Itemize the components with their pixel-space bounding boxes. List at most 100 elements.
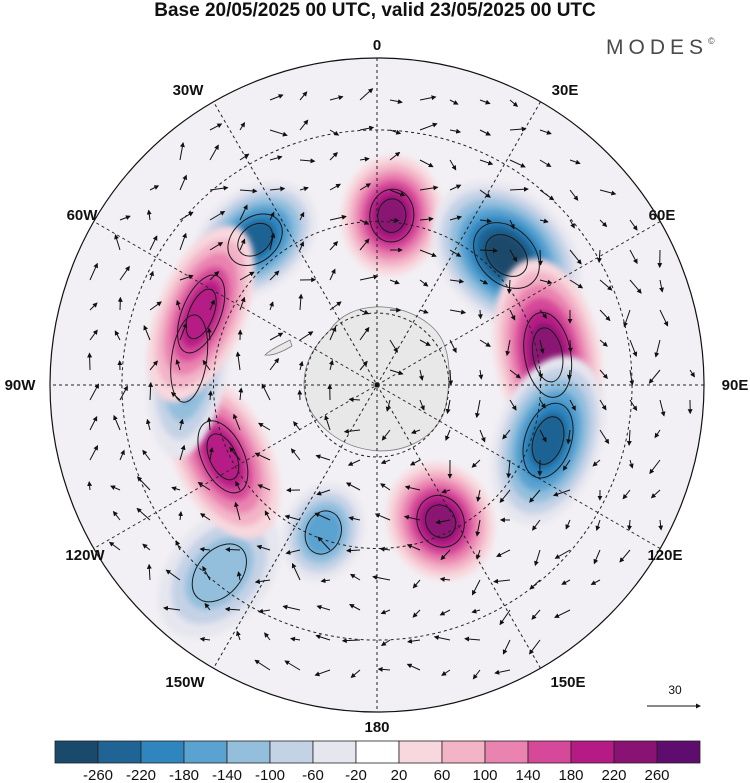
lon-label-150w: 150W xyxy=(165,674,205,691)
wind-vector xyxy=(627,519,633,531)
wind-vector xyxy=(170,391,181,401)
wind-vector xyxy=(629,339,638,357)
wind-vector xyxy=(569,219,575,229)
colorbar-tick-label: -60 xyxy=(302,767,324,783)
wind-vector xyxy=(569,249,582,265)
wind-vector xyxy=(315,454,331,461)
wind-vectors xyxy=(87,88,695,680)
wind-vector xyxy=(418,369,424,381)
wind-vector xyxy=(506,459,512,479)
wind-vector xyxy=(654,339,661,358)
wind-vector xyxy=(143,324,151,341)
wind-vector xyxy=(380,483,391,491)
wind-vector xyxy=(379,546,391,552)
wind-vector xyxy=(114,234,121,251)
wind-vector xyxy=(359,326,370,341)
wind-vector xyxy=(269,94,284,101)
wind-vector xyxy=(406,663,421,671)
anomaly-level xyxy=(188,293,214,335)
wind-vector xyxy=(479,248,498,254)
wind-vector xyxy=(269,332,284,341)
colorbar-swatch xyxy=(269,740,314,764)
wind-vector xyxy=(199,636,211,642)
wind-vector xyxy=(472,669,481,680)
pole-point xyxy=(374,382,380,388)
wind-vector xyxy=(349,573,361,581)
wind-vector xyxy=(136,507,151,521)
wind-vector xyxy=(119,215,131,221)
contour-line xyxy=(424,504,457,539)
wind-vector xyxy=(509,219,515,230)
wind-vector xyxy=(593,549,601,565)
wind-vector xyxy=(264,510,271,521)
wind-vector xyxy=(374,513,391,521)
wind-vector xyxy=(479,99,491,105)
contour-lines xyxy=(170,188,574,603)
wind-vector xyxy=(89,445,98,461)
wind-vector xyxy=(529,579,541,590)
wind-vector xyxy=(349,604,361,611)
wind-vector xyxy=(659,309,669,327)
wind-vector xyxy=(329,241,339,251)
wind-vector xyxy=(232,413,241,431)
wind-vector xyxy=(629,219,638,231)
wind-vector xyxy=(359,88,374,101)
colorbar-tick-label: 60 xyxy=(434,767,451,783)
wind-vector xyxy=(206,327,212,341)
colorbar-tick-label: -260 xyxy=(83,767,113,783)
wind-vector xyxy=(236,630,241,641)
wind-vector xyxy=(410,429,421,434)
wind-vector xyxy=(476,489,481,502)
colorbar-swatch xyxy=(54,740,99,764)
anomaly-blob xyxy=(157,507,281,639)
contour-line xyxy=(206,433,240,481)
wind-vector xyxy=(299,91,308,101)
wind-vector xyxy=(659,399,666,417)
colorbar-tick-label: -140 xyxy=(212,767,242,783)
wind-vector xyxy=(317,536,331,551)
wind-vector xyxy=(269,129,288,137)
wind-vector xyxy=(146,209,152,221)
wind-vector xyxy=(479,339,491,347)
anomaly-level xyxy=(493,242,520,269)
wind-vector xyxy=(175,359,181,371)
wind-vector xyxy=(475,549,481,560)
wind-vector xyxy=(254,659,271,671)
lon-label-120e: 120E xyxy=(647,547,682,564)
wind-vector xyxy=(209,123,223,131)
wind-vector xyxy=(599,339,608,347)
colorbar-swatch xyxy=(527,740,572,764)
wind-vector xyxy=(149,301,162,311)
wind-vector xyxy=(595,519,601,531)
wind-vector xyxy=(412,579,421,589)
wind-vector xyxy=(539,429,547,443)
wind-vector xyxy=(348,397,361,403)
wind-vector xyxy=(599,309,611,322)
wind-vector xyxy=(341,638,361,644)
colorbar-swatch xyxy=(613,740,658,764)
wind-vector xyxy=(505,339,511,357)
wind-vector xyxy=(654,429,661,439)
wind-vector xyxy=(475,519,481,537)
wind-vector xyxy=(236,571,242,581)
wind-vector xyxy=(389,129,402,135)
wind-vector xyxy=(689,369,695,378)
lon-label-0: 0 xyxy=(373,37,381,54)
wind-vector xyxy=(592,459,601,467)
wind-vector xyxy=(179,274,194,281)
colorbar-tick-label: 260 xyxy=(644,767,669,783)
wind-vector xyxy=(493,578,511,584)
wind-vector xyxy=(448,369,454,386)
wind-vector xyxy=(439,576,451,582)
brand-mark: © xyxy=(708,36,715,46)
wind-vector xyxy=(596,249,602,264)
contour-line xyxy=(377,198,407,233)
map-border xyxy=(49,57,705,713)
colorbar: -260 -220 -180 -140 -100 -60 -20 20 60 100 140 180 2… xyxy=(54,740,701,783)
wind-vector xyxy=(539,189,555,201)
wind-vector xyxy=(435,519,451,525)
wind-vector xyxy=(209,271,220,281)
contour-line xyxy=(416,494,465,548)
wind-vector xyxy=(406,544,421,551)
wind-vector xyxy=(445,399,451,415)
